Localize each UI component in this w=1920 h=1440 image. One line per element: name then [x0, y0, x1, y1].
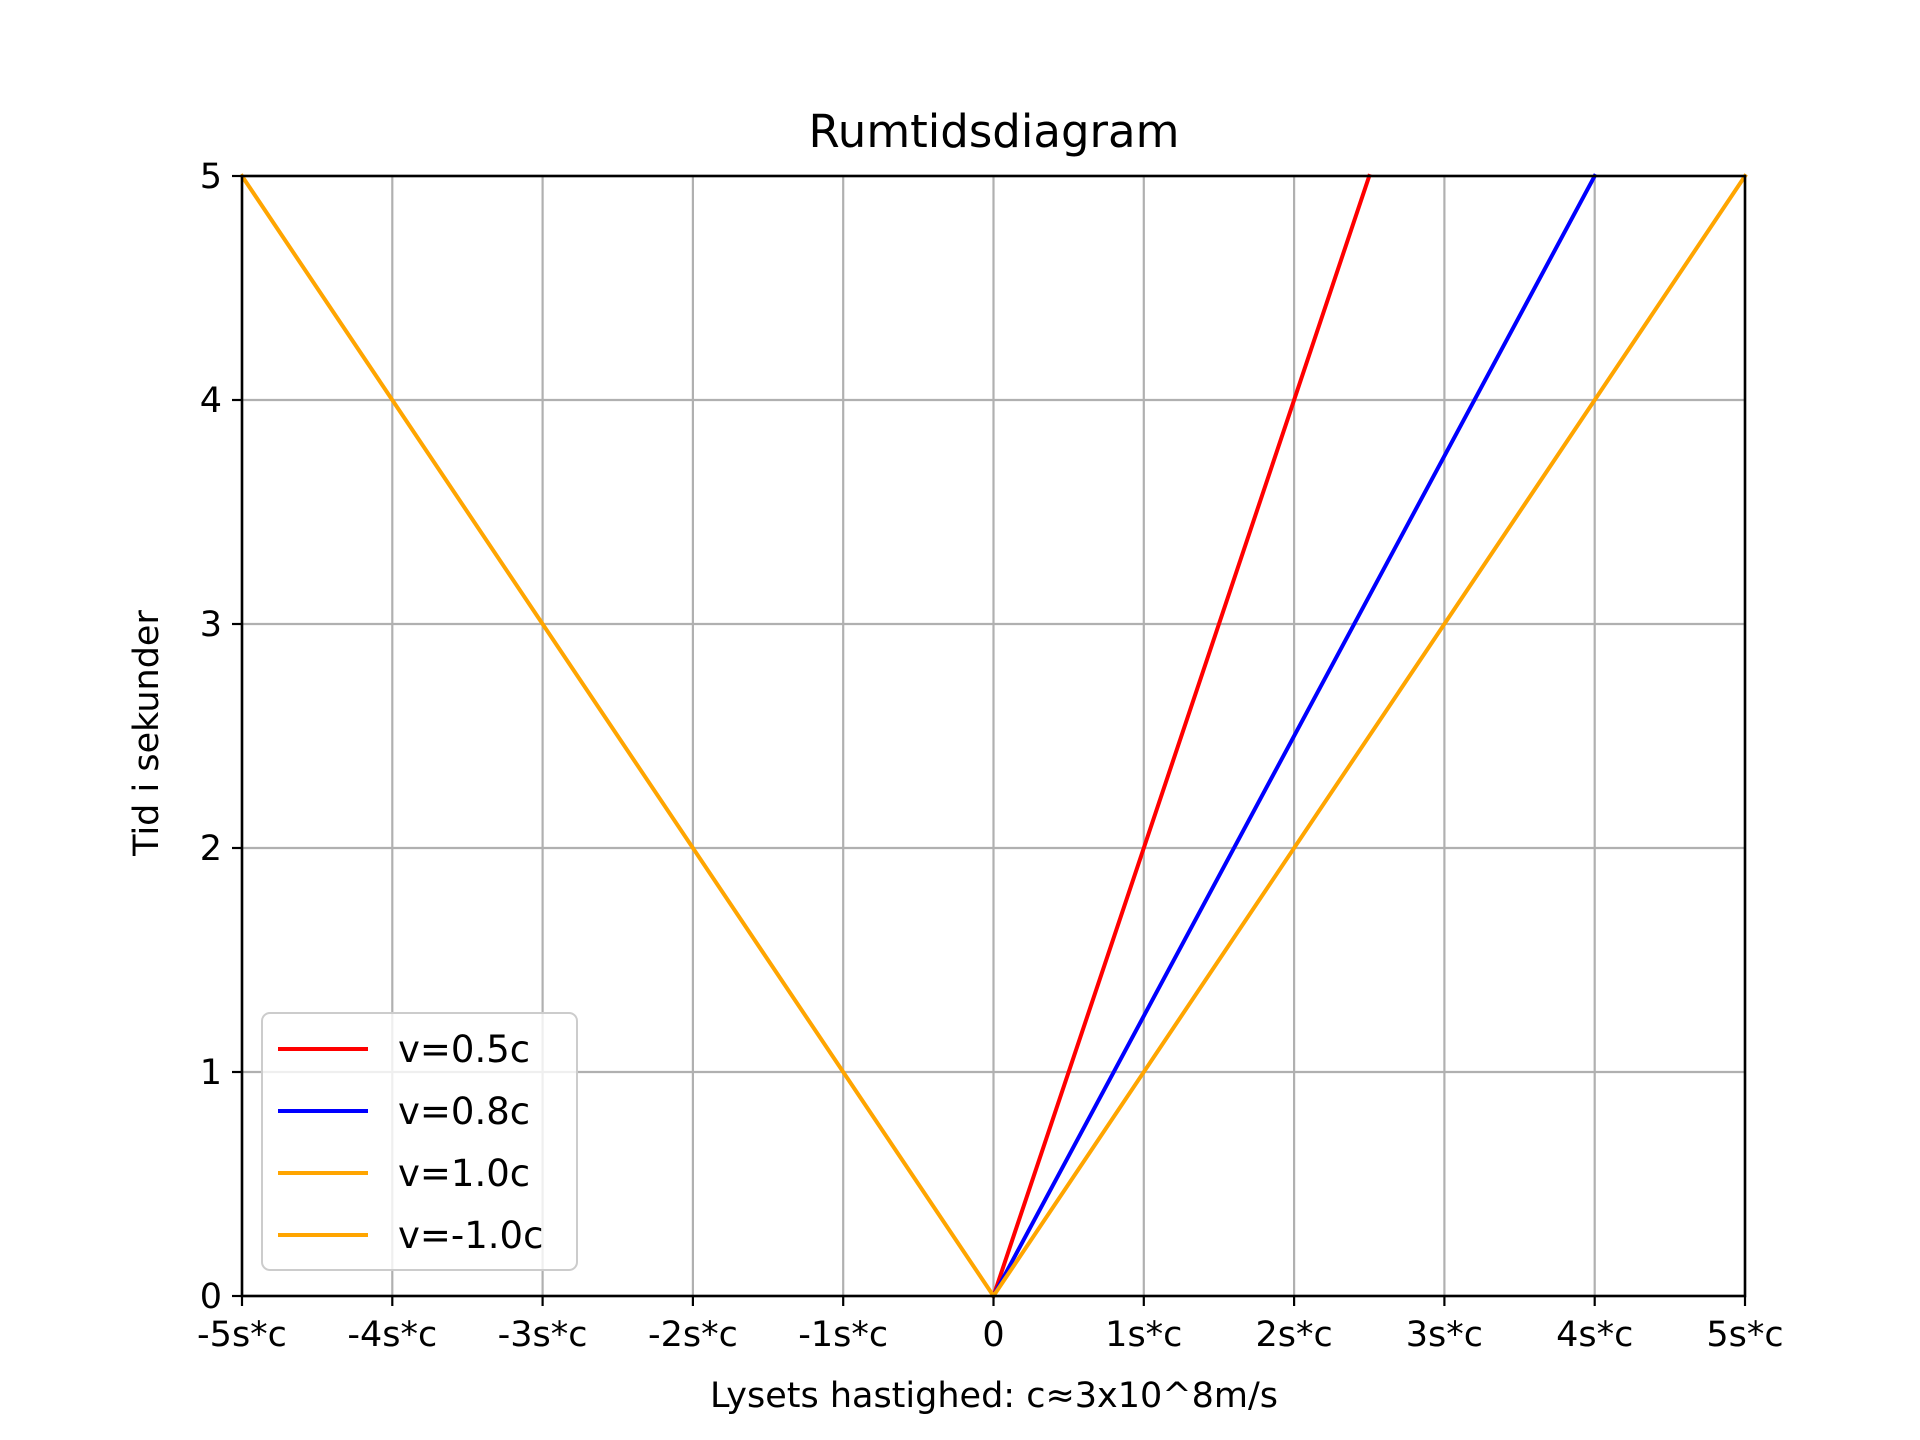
- y-tick-label-5: 5: [200, 157, 222, 197]
- y-tick-label-2: 2: [200, 829, 222, 869]
- chart-title: Rumtidsdiagram: [809, 105, 1180, 158]
- series-line-1: [990, 173, 1598, 1299]
- legend: v=0.5c v=0.8c v=1.0c v=-1.0c: [261, 1012, 578, 1271]
- series-line-2: [990, 173, 1748, 1299]
- axis-ticks: -5s*c -4s*c -3s*c -2s*c -1s*c 0 1s*c 2s*c 3s*c 4s…: [197, 157, 1784, 1355]
- x-tick-label-3: -2s*c: [648, 1315, 738, 1355]
- y-tick-label-3: 3: [200, 605, 222, 645]
- x-tick-label-9: 4s*c: [1556, 1315, 1633, 1355]
- y-tick-label-4: 4: [200, 381, 222, 421]
- x-tick-label-7: 2s*c: [1255, 1315, 1332, 1355]
- x-tick-label-1: -4s*c: [347, 1315, 437, 1355]
- x-tick-label-4: -1s*c: [798, 1315, 888, 1355]
- x-tick-label-10: 5s*c: [1706, 1315, 1783, 1355]
- legend-label-0: v=0.5c: [398, 1028, 530, 1071]
- x-tick-label-8: 3s*c: [1406, 1315, 1483, 1355]
- y-axis-label: Tid i sekunder: [127, 610, 167, 857]
- x-axis-label: Lysets hastighed: c≈3x10^8m/s: [710, 1376, 1278, 1416]
- y-tick-label-1: 1: [200, 1053, 222, 1093]
- y-tick-label-0: 0: [200, 1277, 222, 1317]
- legend-label-1: v=0.8c: [398, 1090, 530, 1133]
- legend-label-3: v=-1.0c: [398, 1214, 543, 1257]
- x-tick-label-5: 0: [982, 1315, 1004, 1355]
- series-line-0: [990, 173, 1372, 1299]
- series-line-3: [239, 173, 997, 1299]
- x-tick-label-0: -5s*c: [197, 1315, 287, 1355]
- x-tick-label-6: 1s*c: [1105, 1315, 1182, 1355]
- legend-box: [261, 1012, 578, 1271]
- legend-label-2: v=1.0c: [398, 1152, 530, 1195]
- x-tick-label-2: -3s*c: [498, 1315, 588, 1355]
- series-lines: [239, 173, 1748, 1299]
